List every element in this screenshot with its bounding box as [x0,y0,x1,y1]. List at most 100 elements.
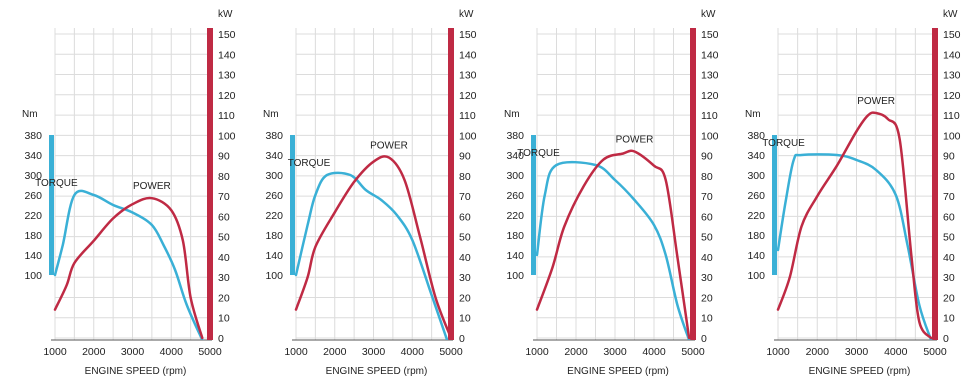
kw-axis-title: kW [459,9,474,20]
kw-tick-label: 0 [218,333,224,345]
nm-tick-label: 260 [265,190,283,202]
kw-tick-label: 130 [459,70,477,82]
kw-tick-label: 40 [459,252,471,264]
kw-tick-label: 150 [218,29,236,41]
kw-tick-label: 0 [701,333,707,345]
rpm-tick-label: 2000 [323,346,347,358]
nm-tick-label: 340 [24,150,42,162]
nm-tick-label: 260 [506,190,524,202]
kw-axis-title: kW [218,9,233,20]
kw-tick-label: 20 [701,292,713,304]
rpm-tick-label: 3000 [362,346,386,358]
kw-tick-label: 140 [218,49,236,61]
kw-tick-label: 140 [459,49,477,61]
kw-tick-label: 110 [459,110,476,122]
rpm-tick-label: 2000 [806,346,830,358]
kw-tick-label: 80 [701,171,713,183]
torque-series-label: TORQUE [762,138,805,149]
kw-tick-label: 90 [218,151,230,163]
rpm-tick-label: 3000 [603,346,627,358]
kw-tick-label: 100 [459,130,477,142]
torque-curve [776,153,933,340]
nm-tick-label: 380 [265,130,283,142]
chart-panel-3: 0 10 20 30 40 50 60 70 80 90 100 110 120 130 140 150 kW 1… [504,9,719,377]
rpm-tick-label: 4000 [160,346,184,358]
nm-tick-label: 140 [265,250,283,262]
kw-axis-bar [448,28,454,340]
torque-series-label: TORQUE [35,178,78,189]
kw-tick-label: 90 [459,151,471,163]
torque-series-label: TORQUE [288,158,331,169]
torque-curve [294,171,449,340]
kw-tick-label: 20 [459,292,471,304]
kw-axis-bar [207,28,213,340]
kw-tick-label: 30 [459,272,471,284]
rpm-tick-label: 3000 [845,346,869,358]
power-curve [294,155,451,340]
nm-tick-label: 220 [24,210,42,222]
power-series-label: POWER [370,141,408,152]
rpm-tick-label: 4000 [642,346,666,358]
kw-tick-label: 150 [943,29,961,41]
kw-tick-label: 130 [943,70,961,82]
nm-axis-bar [49,135,54,275]
x-axis-label: ENGINE SPEED (rpm) [85,366,187,377]
power-curve [776,111,933,340]
rpm-tick-label: 1000 [284,346,308,358]
kw-tick-label: 100 [943,130,961,142]
nm-tick-label: 140 [747,250,765,262]
kw-tick-label: 80 [943,171,955,183]
kw-tick-label: 70 [943,191,955,203]
nm-axis-bar [290,135,295,275]
nm-axis-title: Nm [504,109,520,120]
rpm-tick-label: 2000 [82,346,106,358]
kw-tick-label: 90 [943,151,955,163]
kw-axis-bar [690,28,696,340]
kw-tick-label: 140 [943,49,961,61]
kw-tick-label: 80 [218,171,230,183]
rpm-tick-label: 1000 [525,346,549,358]
nm-axis-title: Nm [745,109,761,120]
kw-tick-label: 50 [943,232,955,244]
rpm-tick-label: 2000 [564,346,588,358]
torque-curve [535,160,691,340]
power-series-label: POWER [133,181,171,192]
nm-tick-label: 220 [506,210,524,222]
kw-axis-title: kW [701,9,716,20]
nm-axis-bar [772,135,777,275]
kw-tick-label: 30 [701,272,713,284]
kw-tick-label: 20 [218,292,230,304]
kw-tick-label: 120 [218,90,236,102]
nm-axis-title: Nm [263,109,279,120]
kw-tick-label: 130 [218,70,236,82]
nm-tick-label: 100 [24,270,42,282]
x-axis-label: ENGINE SPEED (rpm) [809,366,911,377]
nm-tick-label: 140 [24,250,42,262]
nm-axis-bar [531,135,536,275]
kw-tick-label: 100 [701,130,719,142]
power-curve [53,196,204,340]
nm-tick-label: 260 [747,190,765,202]
kw-tick-label: 60 [459,211,471,223]
kw-tick-label: 150 [459,29,477,41]
chart-panel-2: 0 10 20 30 40 50 60 70 80 90 100 110 120 130 140 150 kW 1… [263,9,477,377]
torque-curve [53,189,204,340]
rpm-tick-label: 3000 [121,346,145,358]
x-axis-label: ENGINE SPEED (rpm) [326,366,428,377]
kw-tick-label: 60 [943,211,955,223]
nm-tick-label: 300 [24,170,42,182]
rpm-tick-label: 5000 [198,346,222,358]
rpm-tick-label: 4000 [401,346,425,358]
nm-tick-label: 180 [506,230,524,242]
kw-tick-label: 150 [701,29,719,41]
kw-tick-label: 20 [943,292,955,304]
nm-tick-label: 100 [265,270,283,282]
kw-tick-label: 10 [943,313,955,325]
nm-tick-label: 300 [506,170,524,182]
chart-panel-4: 0 10 20 30 40 50 60 70 80 90 100 110 120 130 140 150 kW 1… [745,9,961,377]
kw-tick-label: 110 [943,110,960,122]
kw-tick-label: 50 [459,232,471,244]
kw-tick-label: 60 [701,211,713,223]
power-series-label: POWER [857,96,895,107]
kw-tick-label: 70 [218,191,230,203]
